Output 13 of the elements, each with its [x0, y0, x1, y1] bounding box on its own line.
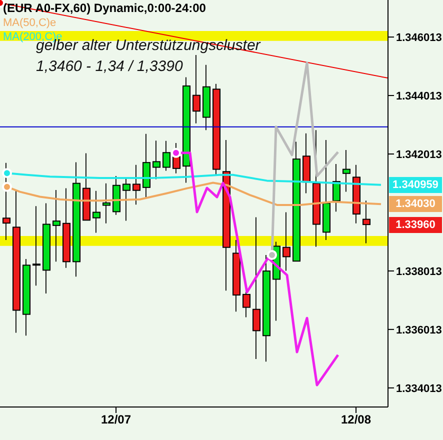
text: MA(50,C)e — [3, 16, 58, 30]
data-label: 1.34030 — [389, 196, 442, 212]
y-tick-label: 1.338013 — [396, 266, 442, 278]
x-tick-label: 12/08 — [340, 412, 372, 427]
data-label: 1.340959 — [389, 176, 442, 193]
text: 1.33960 — [396, 218, 436, 231]
y-tick-label: 1.346013 — [396, 32, 442, 44]
y-tick-label: 1.334013 — [396, 382, 442, 395]
y-tick-label: 1.344013 — [396, 90, 442, 102]
y-tick-label: 1.342013 — [396, 148, 442, 161]
annotation: 1,3460 - 1,34 / 1,3390 — [36, 58, 183, 75]
y-tick-label: 1.336013 — [396, 324, 442, 336]
x-tick-label: 12/07 — [100, 412, 132, 427]
